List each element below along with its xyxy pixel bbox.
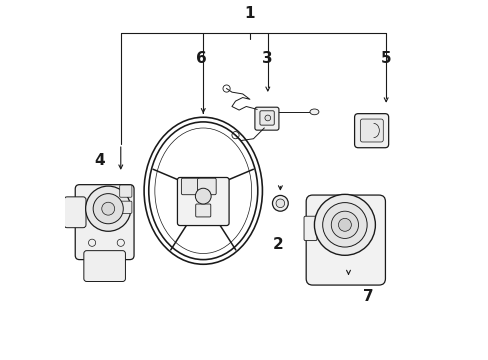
Circle shape (276, 199, 284, 208)
Text: 3: 3 (262, 50, 273, 66)
Text: 2: 2 (273, 237, 284, 252)
FancyBboxPatch shape (181, 178, 200, 195)
Circle shape (85, 186, 131, 231)
FancyBboxPatch shape (197, 178, 216, 195)
Text: 7: 7 (362, 289, 373, 304)
Circle shape (102, 202, 115, 215)
Circle shape (322, 203, 366, 247)
Circle shape (93, 194, 123, 224)
FancyBboxPatch shape (83, 251, 125, 282)
Text: 6: 6 (196, 50, 206, 66)
Text: 4: 4 (94, 153, 104, 168)
FancyBboxPatch shape (195, 204, 210, 217)
FancyBboxPatch shape (120, 201, 132, 213)
Ellipse shape (309, 109, 318, 115)
Circle shape (338, 219, 351, 231)
FancyBboxPatch shape (304, 216, 316, 240)
FancyBboxPatch shape (64, 197, 86, 228)
Circle shape (272, 195, 287, 211)
FancyBboxPatch shape (260, 111, 274, 125)
Circle shape (264, 115, 270, 121)
FancyBboxPatch shape (360, 119, 383, 142)
FancyBboxPatch shape (305, 195, 385, 285)
FancyBboxPatch shape (75, 185, 134, 260)
Circle shape (330, 211, 358, 238)
FancyBboxPatch shape (254, 107, 278, 130)
Text: 5: 5 (380, 50, 391, 66)
Circle shape (314, 194, 375, 255)
Circle shape (195, 188, 211, 204)
FancyBboxPatch shape (177, 177, 228, 226)
Text: 1: 1 (244, 6, 255, 21)
FancyBboxPatch shape (354, 114, 388, 148)
FancyBboxPatch shape (120, 185, 132, 197)
